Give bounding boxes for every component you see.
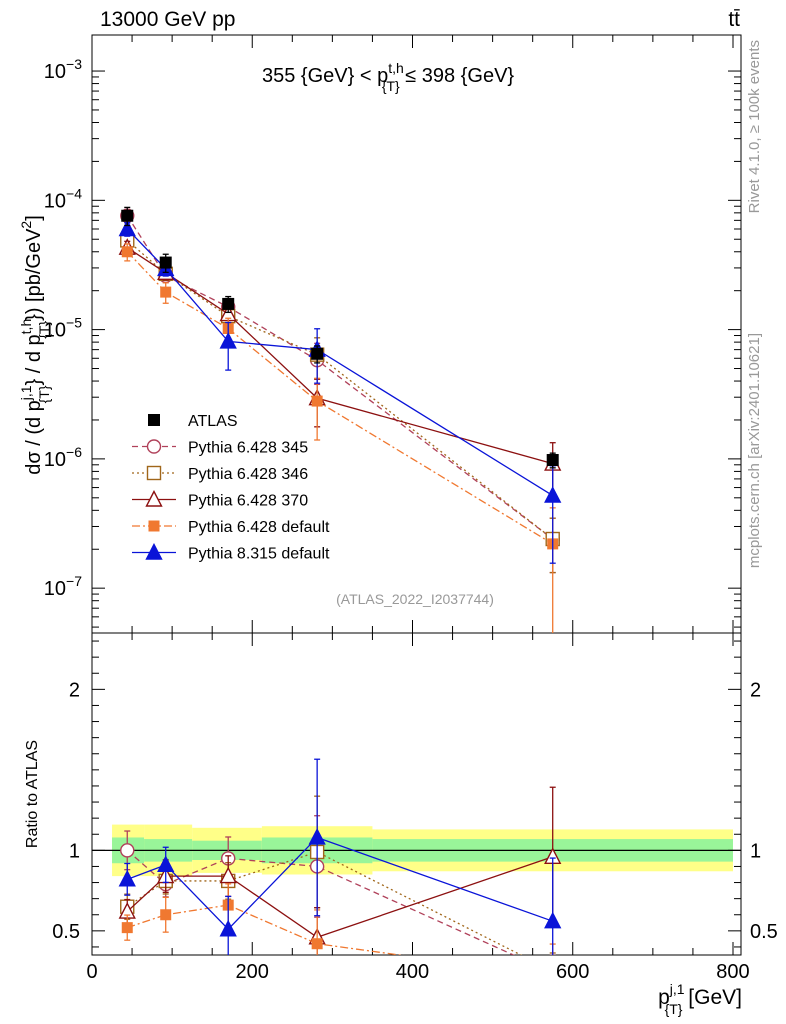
ratio-line-0: [126, 849, 516, 955]
legend-marker-4: [145, 542, 163, 560]
ylabel-part-8: ]: [23, 215, 45, 221]
series-line-0: [126, 215, 554, 540]
side-note-top: Rivet 4.1.0, ≥ 100k events: [746, 40, 763, 213]
y-tick-exponent: −6: [66, 444, 82, 460]
x-tick-label: 200: [236, 961, 269, 983]
x-tick-label: 800: [716, 961, 749, 983]
xlabel-sub: {T}: [665, 1001, 683, 1017]
y-tick-base: 10: [44, 449, 66, 471]
y-tick-label: 10−6: [44, 444, 82, 471]
ylabel-part-5: {T}: [36, 321, 52, 339]
ratio-tick-label-right: 0.5: [750, 921, 778, 943]
ratio-uncertainty-bands: [92, 824, 741, 877]
x-tick-label: 400: [396, 961, 429, 983]
legend-marker-data: [148, 414, 160, 426]
ratio-point: [219, 919, 237, 937]
data-point: [159, 256, 172, 269]
ratio-tick-label-left: 1: [69, 840, 80, 862]
data-point: [121, 209, 134, 222]
series-point: [544, 486, 562, 503]
series-point: [219, 331, 237, 349]
bin-title-sub: {T}: [382, 78, 400, 94]
ylabel-part-3: } / d p: [23, 334, 45, 385]
series-point: [118, 219, 136, 237]
ylabel-part-6: }) [pb/GeV: [23, 228, 45, 321]
ratio-tick-label-right: 1: [750, 840, 761, 862]
y-tick-exponent: −7: [66, 573, 82, 589]
data-point: [311, 347, 324, 360]
ylabel-part-1: j,1: [18, 385, 34, 401]
top-panel-series: [118, 206, 562, 633]
data-point: [546, 454, 559, 467]
bin-title-sup: t,h: [388, 60, 404, 76]
legend: ATLAS Pythia 6.428 345 Pythia 6.428 346 Pyt…: [132, 413, 330, 563]
y-tick-base: 10: [44, 61, 66, 83]
legend-label-2: Pythia 6.428 370: [188, 493, 308, 510]
y-tick-exponent: −3: [66, 56, 82, 72]
legend-marker-2: [145, 489, 163, 507]
legend-marker-3: [148, 520, 160, 532]
x-tick-label: 600: [556, 961, 589, 983]
legend-marker-1: [146, 465, 162, 481]
series-point: [311, 395, 323, 407]
ratio-point: [308, 827, 326, 845]
ylabel-part-2: {T}: [36, 385, 52, 403]
ylabel-part-0: dσ / (d p: [23, 400, 45, 475]
bin-title-rest: ≤ 398 {GeV}: [400, 65, 515, 87]
ratio-line-3: [127, 904, 405, 955]
header-left: 13000 GeV pp: [100, 8, 235, 31]
ratio-tick-label-left: 2: [69, 679, 80, 701]
xlabel-rest: [GeV]: [682, 986, 742, 1009]
ratio-point: [311, 938, 323, 950]
legend-label-0: Pythia 6.428 345: [188, 440, 308, 457]
legend-label-data: ATLAS: [188, 413, 238, 430]
legend-label-4: Pythia 8.315 default: [188, 546, 330, 563]
y-axis-label-top: dσ / (d pj,1 {T}} / d pt,h {T}}) [pb/GeV2]: [18, 215, 52, 475]
ratio-panel-series: [118, 758, 562, 955]
y-axis-label-ratio: Ratio to ATLAS: [24, 740, 41, 848]
bin-title-main: 355 {GeV} < p: [262, 65, 388, 87]
header-right: tt̄: [728, 8, 740, 31]
data-point: [222, 297, 235, 310]
ratio-point: [157, 855, 175, 873]
ratio-tick-label-left: 0.5: [52, 921, 80, 943]
y-tick-label: 10−4: [44, 185, 82, 212]
series-point: [160, 286, 172, 298]
ratio-line-1: [126, 851, 523, 955]
y-tick-base: 10: [44, 320, 66, 342]
y-tick-exponent: −4: [66, 185, 82, 201]
ratio-point: [120, 843, 135, 858]
series-point: [121, 246, 133, 258]
ratio-point: [160, 909, 172, 921]
y-tick-base: 10: [44, 578, 66, 600]
legend-label-1: Pythia 6.428 346: [188, 466, 308, 483]
ratio-plot-frame: [91, 632, 742, 956]
x-tick-label: 0: [86, 961, 97, 983]
series-line-2: [126, 247, 553, 465]
ratio-point: [121, 922, 133, 934]
y-tick-exponent: −5: [66, 315, 82, 331]
legend-label-3: Pythia 6.428 default: [188, 519, 330, 536]
y-tick-label: 10−7: [44, 573, 82, 600]
ratio-point: [118, 869, 136, 887]
xlabel-sup: j,1: [669, 981, 685, 997]
x-axis-label: pj,1 {T} [GeV]: [658, 981, 742, 1017]
ylabel-part-4: t,h: [18, 319, 34, 335]
bin-title: 355 {GeV} < pt,h {T} ≤ 398 {GeV}: [262, 60, 514, 94]
side-note-bottom: mcplots.cern.ch [arXiv:2401.10621]: [746, 333, 763, 568]
xlabel-main: p: [658, 986, 670, 1009]
y-tick-label: 10−3: [44, 56, 82, 83]
y-tick-base: 10: [44, 190, 66, 212]
top-plot-frame: [91, 34, 742, 634]
ratio-point: [544, 911, 562, 929]
analysis-label: (ATLAS_2022_I2037744): [336, 591, 494, 607]
ylabel-part-7: 2: [18, 221, 34, 229]
y-tick-label: 10−5: [44, 315, 82, 342]
ratio-point: [219, 866, 237, 884]
legend-marker-0: [146, 439, 162, 454]
ratio-tick-label-right: 2: [750, 679, 761, 701]
